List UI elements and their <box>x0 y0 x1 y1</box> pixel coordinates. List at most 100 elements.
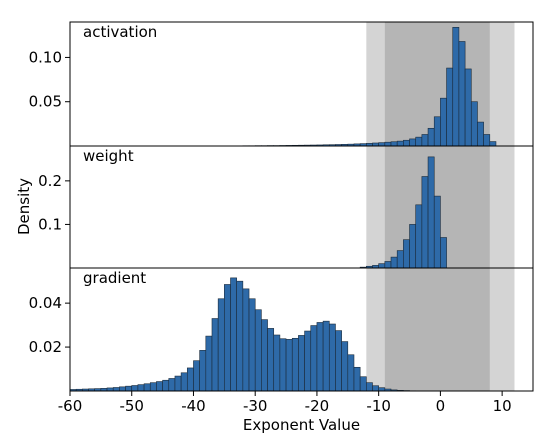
histogram-bar <box>217 298 225 391</box>
histogram-bar <box>440 97 447 146</box>
histogram-bar <box>279 338 287 391</box>
histogram-bar <box>298 335 305 391</box>
x-tick-label: -60 <box>58 397 83 415</box>
panel-label-weight: weight <box>83 147 134 165</box>
x-tick-label: -10 <box>366 397 391 415</box>
histogram-bar <box>452 27 460 146</box>
y-tick-label: 0.05 <box>29 93 62 111</box>
histogram-bar <box>156 381 163 391</box>
histogram-bar <box>396 250 404 268</box>
histogram-bar <box>131 385 139 391</box>
histogram-bar <box>372 385 379 391</box>
panel-gradient: 0.02 0.04 gradient <box>29 267 534 392</box>
histogram-bar <box>390 141 398 146</box>
x-tick-label: -40 <box>181 397 206 415</box>
histogram-bar <box>211 318 219 391</box>
histogram-bar <box>384 261 392 268</box>
histogram-bar <box>205 335 213 391</box>
histogram-bar <box>440 237 447 268</box>
histogram-bar <box>261 319 268 391</box>
histogram-bar <box>359 376 367 391</box>
histogram-bar <box>199 350 207 391</box>
x-axis-title: Exponent Value <box>243 416 360 434</box>
y-tick-label: 0.2 <box>38 172 62 190</box>
histogram-bar <box>267 328 275 391</box>
x-tick-label: -50 <box>119 397 144 415</box>
histogram-bar <box>328 323 336 391</box>
y-tick-label: 0.04 <box>29 294 62 312</box>
histogram-bar <box>353 366 361 391</box>
shaded-range-inner-gradient <box>384 268 490 391</box>
histogram-bar <box>403 239 410 268</box>
x-tick-label: -20 <box>305 397 330 415</box>
histogram-bar <box>409 224 417 268</box>
histogram-bar <box>477 121 484 146</box>
histogram-bar <box>304 330 312 391</box>
panel-label-gradient: gradient <box>83 269 146 287</box>
histogram-bar <box>378 263 386 268</box>
bars-gradient <box>70 277 417 391</box>
histogram-bar <box>273 334 281 391</box>
histogram-bar <box>427 156 435 268</box>
panel-activation: 0.05 0.10 activation <box>29 21 534 147</box>
histogram-bar <box>125 385 133 391</box>
histogram-bar <box>489 141 497 146</box>
panel-label-activation: activation <box>83 23 157 41</box>
histogram-bar <box>433 116 441 146</box>
histogram-bar <box>347 354 355 391</box>
histogram-bar <box>427 127 435 146</box>
histogram-bar <box>341 341 349 391</box>
panel-frame <box>69 267 534 392</box>
panel-weight: 0.1 0.2 weight <box>38 145 534 269</box>
histogram-bar <box>180 372 188 391</box>
histogram-bar <box>415 204 423 268</box>
histogram-bar <box>458 41 466 146</box>
histogram-bar <box>335 330 342 391</box>
histogram-bar <box>310 325 318 391</box>
histogram-bar <box>366 382 373 391</box>
histogram-bar <box>464 68 472 146</box>
histogram-bar <box>119 386 126 391</box>
histogram-bar <box>248 298 256 391</box>
y-axis-title: Density <box>15 178 33 235</box>
histogram-bar <box>162 379 170 391</box>
histogram-bar <box>316 322 324 391</box>
histogram-bar <box>378 142 386 146</box>
histogram-bar <box>143 383 151 391</box>
histogram-bar <box>291 337 299 391</box>
histogram-bar <box>137 384 145 391</box>
histogram-bar <box>415 136 423 146</box>
histogram-bar <box>149 382 157 391</box>
histogram-bar <box>236 280 244 391</box>
histogram-bar <box>470 101 478 146</box>
histogram-bar <box>112 387 120 391</box>
histogram-bar <box>193 360 200 391</box>
x-tick-label: 0 <box>436 397 446 415</box>
histogram-bar <box>396 140 404 146</box>
histogram-bar <box>230 277 237 391</box>
histogram-bar <box>174 375 182 391</box>
x-tick-label: 10 <box>493 397 512 415</box>
histogram-bar <box>421 176 429 268</box>
y-tick-label: 0.02 <box>29 338 62 356</box>
histogram-bar <box>285 339 293 391</box>
histogram-bar <box>186 367 194 391</box>
histogram-bar <box>421 134 429 146</box>
x-axis: -60 -50 -40 -30 -20 -10 0 10 <box>58 391 512 415</box>
y-tick-label: 0.10 <box>29 48 62 66</box>
histogram-bar <box>390 256 398 268</box>
x-tick-label: -30 <box>243 397 268 415</box>
histogram-bar <box>433 195 441 268</box>
y-tick-label: 0.1 <box>38 215 62 233</box>
histogram-bar <box>409 138 417 146</box>
histogram-bar <box>483 134 491 146</box>
histogram-bar <box>168 378 176 391</box>
histogram-bar <box>403 139 410 146</box>
histogram-bar <box>384 141 392 146</box>
histogram-bar <box>224 284 231 391</box>
histogram-bar <box>322 320 330 391</box>
histogram-bar <box>254 309 262 391</box>
histogram-bar <box>242 288 250 391</box>
histogram-bar <box>446 67 454 146</box>
